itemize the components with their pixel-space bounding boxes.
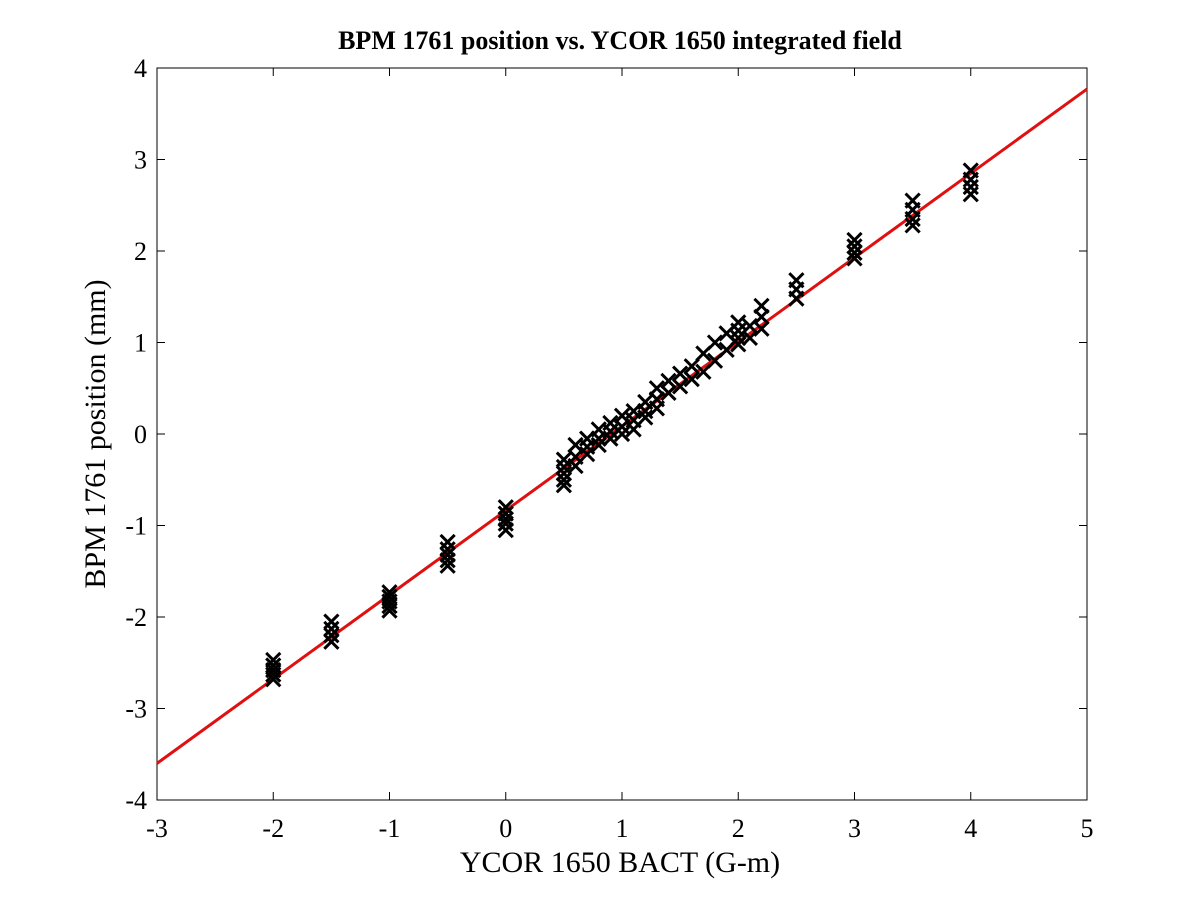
data-point	[683, 358, 700, 375]
data-point	[695, 345, 712, 362]
y-tick-label: 4	[134, 54, 147, 83]
data-point	[741, 317, 758, 335]
y-axis: -4 -3 -2 -1 0 1 2 3 4	[125, 54, 1087, 815]
x-tick-label: 2	[732, 814, 745, 843]
data-point	[613, 407, 631, 424]
y-tick-label: -1	[125, 512, 147, 541]
data-point	[741, 329, 758, 347]
data-point	[497, 510, 514, 528]
data-point	[753, 320, 770, 337]
data-point	[555, 477, 572, 494]
data-point	[625, 421, 642, 438]
y-tick-label: -2	[125, 603, 147, 632]
data-point	[602, 430, 619, 447]
x-axis: -3 -2 -1 0 1 2 3 4 5	[146, 68, 1094, 843]
data-point	[497, 521, 514, 539]
data-point	[439, 552, 456, 569]
data-point	[718, 325, 735, 342]
y-tick-label: 0	[134, 420, 147, 449]
data-point	[846, 250, 863, 267]
x-tick-label: 5	[1081, 814, 1094, 843]
data-point	[637, 409, 654, 426]
x-tick-label: 4	[964, 814, 977, 843]
data-point	[753, 297, 770, 315]
data-point	[683, 370, 700, 388]
data-point	[672, 365, 689, 382]
data-point	[439, 546, 456, 563]
data-point	[753, 308, 770, 326]
data-point	[439, 557, 456, 574]
x-tick-label: -3	[146, 814, 168, 843]
x-axis-label: YCOR 1650 BACT (G-m)	[460, 846, 780, 879]
data-point	[730, 336, 747, 353]
data-markers	[265, 162, 979, 688]
x-tick-label: -1	[379, 814, 401, 843]
data-point	[579, 446, 596, 463]
x-tick-label: 3	[848, 814, 861, 843]
data-point	[706, 352, 724, 369]
y-tick-label: 2	[134, 237, 147, 266]
data-point	[323, 633, 340, 650]
data-point	[695, 363, 712, 380]
data-point	[718, 341, 735, 358]
data-point	[590, 436, 607, 454]
data-point	[555, 471, 572, 488]
data-point	[788, 290, 805, 307]
data-point	[706, 334, 724, 351]
data-point	[846, 244, 863, 261]
data-point	[648, 380, 665, 397]
y-tick-label: 3	[134, 146, 147, 175]
y-tick-label: -4	[125, 786, 147, 815]
y-tick-label: -3	[125, 695, 147, 724]
x-tick-label: 0	[499, 814, 512, 843]
data-point	[381, 597, 398, 615]
data-point	[439, 541, 456, 558]
data-point	[672, 378, 689, 395]
data-point	[904, 217, 921, 234]
y-axis-label: BPM 1761 position (mm)	[79, 279, 112, 588]
x-tick-label: 1	[616, 814, 629, 843]
data-point	[962, 186, 979, 203]
data-point	[613, 425, 631, 443]
data-point	[265, 666, 282, 683]
data-point	[381, 602, 398, 619]
x-tick-label: -2	[262, 814, 284, 843]
y-tick-label: 1	[134, 329, 147, 358]
data-point	[660, 384, 677, 401]
chart-title: BPM 1761 position vs. YCOR 1650 integrat…	[338, 26, 902, 55]
data-point	[567, 457, 584, 475]
data-point	[265, 671, 282, 688]
data-point	[660, 372, 677, 390]
data-point	[648, 400, 665, 417]
